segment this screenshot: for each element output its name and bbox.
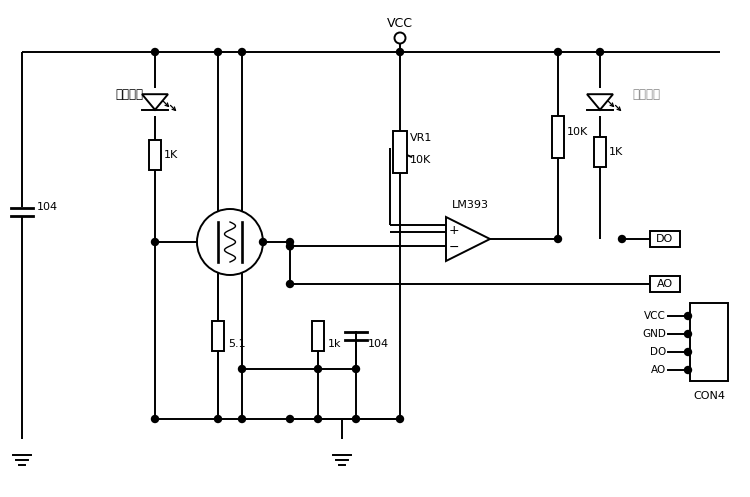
Text: 1K: 1K <box>609 147 623 157</box>
Text: 10K: 10K <box>567 127 588 137</box>
Text: 1: 1 <box>720 311 726 321</box>
Circle shape <box>554 236 562 243</box>
Bar <box>312 321 324 351</box>
Text: LM393: LM393 <box>452 200 488 210</box>
Text: DO: DO <box>650 347 666 357</box>
Text: DO: DO <box>656 234 674 244</box>
Text: 1K: 1K <box>164 150 178 160</box>
Circle shape <box>152 239 158 246</box>
Text: 5.1: 5.1 <box>228 339 246 349</box>
Circle shape <box>554 49 562 56</box>
Text: VR1: VR1 <box>410 133 432 143</box>
Bar <box>650 276 680 292</box>
Circle shape <box>314 415 322 422</box>
Circle shape <box>394 32 406 44</box>
Circle shape <box>397 415 404 422</box>
Text: CON4: CON4 <box>693 391 725 401</box>
Circle shape <box>214 49 221 56</box>
Bar <box>552 116 564 158</box>
Circle shape <box>238 415 245 422</box>
Circle shape <box>352 365 359 372</box>
Bar <box>650 231 680 247</box>
Text: GND: GND <box>642 329 666 339</box>
Circle shape <box>286 415 293 422</box>
Text: 电源指示: 电源指示 <box>115 87 143 100</box>
Circle shape <box>238 365 245 372</box>
Text: 开关指示: 开关指示 <box>632 87 660 100</box>
Text: 3: 3 <box>720 347 726 357</box>
Circle shape <box>685 331 692 337</box>
Text: AO: AO <box>651 365 666 375</box>
Circle shape <box>596 49 604 56</box>
Bar <box>149 140 161 170</box>
Circle shape <box>685 348 692 355</box>
Text: VCC: VCC <box>387 17 413 30</box>
Text: AO: AO <box>657 279 673 289</box>
Text: 2: 2 <box>720 329 726 339</box>
Bar <box>212 321 224 351</box>
Circle shape <box>685 366 692 374</box>
Text: 104: 104 <box>37 202 58 212</box>
Text: VCC: VCC <box>644 311 666 321</box>
Bar <box>690 303 728 381</box>
Circle shape <box>286 239 293 246</box>
Circle shape <box>286 280 293 287</box>
Circle shape <box>152 49 158 56</box>
Circle shape <box>197 209 263 275</box>
Bar <box>594 137 606 167</box>
Circle shape <box>214 415 221 422</box>
Circle shape <box>260 239 266 246</box>
Circle shape <box>238 49 245 56</box>
Circle shape <box>152 415 158 422</box>
Bar <box>393 131 407 173</box>
Text: +: + <box>448 224 459 237</box>
Circle shape <box>685 313 692 320</box>
Polygon shape <box>142 94 168 110</box>
Text: 104: 104 <box>368 339 389 349</box>
Polygon shape <box>446 217 490 261</box>
Polygon shape <box>587 94 613 110</box>
Circle shape <box>352 415 359 422</box>
Text: −: − <box>448 241 459 254</box>
Circle shape <box>286 243 293 250</box>
Circle shape <box>314 365 322 372</box>
Circle shape <box>619 236 626 243</box>
Text: 10K: 10K <box>410 155 431 165</box>
Text: 1k: 1k <box>328 339 341 349</box>
Circle shape <box>397 49 404 56</box>
